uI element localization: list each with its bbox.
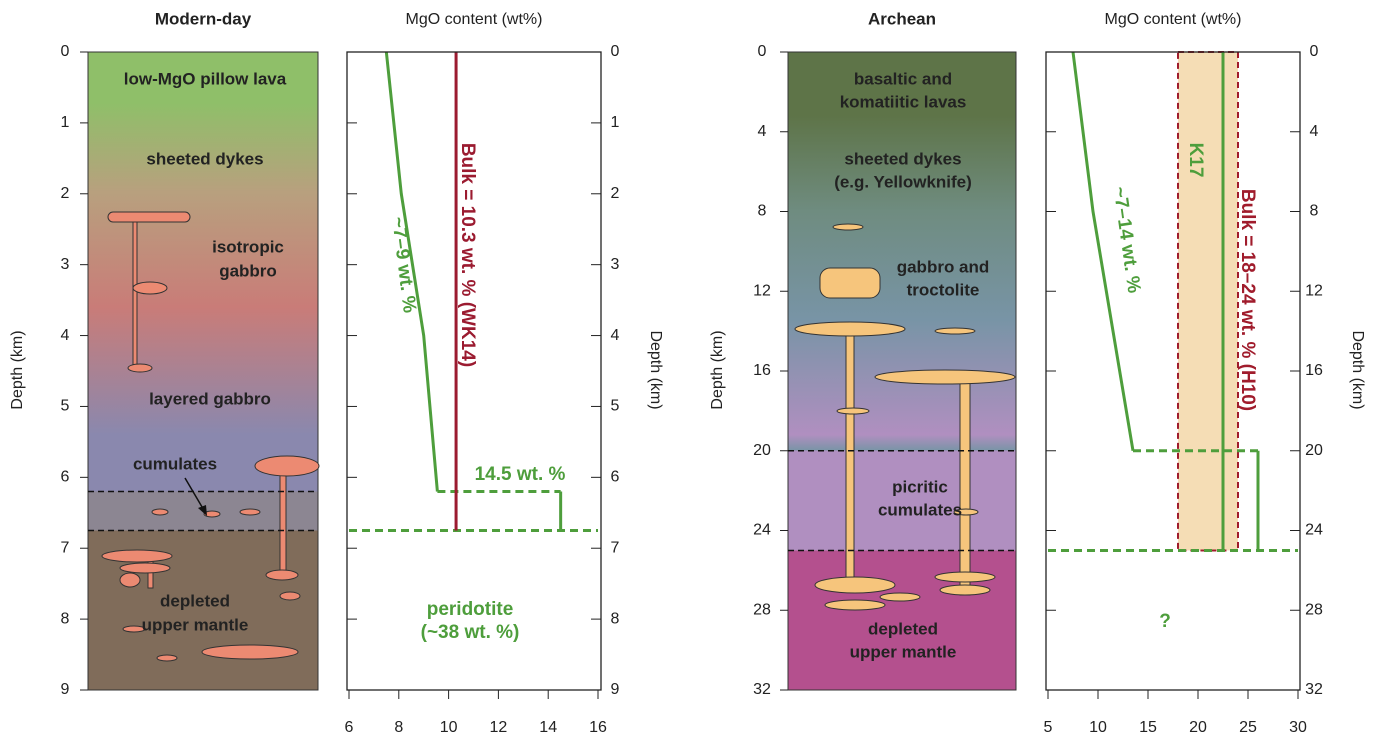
x-tick-label: 14 [539, 719, 557, 736]
x-tick-label: 6 [345, 719, 354, 736]
series-label: 14.5 wt. % [475, 464, 566, 485]
series-label: Bulk = 10.3 wt. % (WK14) [457, 143, 478, 367]
layer-label: gabbro and [897, 257, 990, 276]
y-tick-label: 5 [61, 398, 70, 415]
layer-label: picritic [892, 477, 948, 496]
y-tick-label: 0 [1310, 43, 1319, 60]
y-tick-label: 0 [611, 43, 620, 60]
annotation: peridotite [427, 599, 514, 620]
y-tick-label: 12 [1305, 282, 1323, 299]
layer-label: upper mantle [142, 615, 249, 634]
y-tick-label: 28 [1305, 601, 1323, 618]
y-tick-label: 4 [1310, 123, 1319, 140]
y-tick-label: 8 [61, 610, 70, 627]
x-tick-label: 20 [1189, 719, 1207, 736]
y-tick-label: 4 [758, 123, 767, 140]
column-title: Modern-day [155, 9, 252, 28]
y-tick-label: 24 [1305, 522, 1323, 539]
layer-label: gabbro [219, 261, 277, 280]
y-tick-label: 28 [753, 601, 771, 618]
y-tick-label: 32 [1305, 681, 1323, 698]
y-tick-label: 0 [61, 43, 70, 60]
y-tick-label: 3 [611, 256, 620, 273]
layer-label: komatiitic lavas [840, 92, 967, 111]
layer-label: basaltic and [854, 69, 952, 88]
series-label: K17 [1185, 143, 1206, 178]
y-tick-label: 16 [1305, 362, 1323, 379]
layer-label: sheeted dykes [146, 149, 263, 168]
y-tick-label: 2 [611, 185, 620, 202]
layer-label: isotropic [212, 237, 284, 256]
column-title: Archean [868, 9, 936, 28]
band-label: Bulk = 18–24 wt. % (H10) [1237, 189, 1258, 411]
figure: low-MgO pillow lava sheeted dykes isotropi… [0, 0, 1377, 739]
y-tick-label: 20 [753, 442, 771, 459]
series-label: ~7–9 wt. % [387, 216, 420, 315]
y-tick-label: 20 [1305, 442, 1323, 459]
y-tick-label: 0 [758, 43, 767, 60]
y-axis-label: Depth (km) [9, 330, 26, 409]
layer-label: sheeted dykes [844, 149, 961, 168]
x-tick-label: 8 [394, 719, 403, 736]
annotation: ? [1159, 611, 1171, 632]
y-axis-label: Depth (km) [647, 330, 664, 409]
layer-label: cumulates [133, 454, 217, 473]
y-tick-label: 5 [611, 398, 620, 415]
y-tick-label: 7 [61, 539, 70, 556]
y-tick-label: 4 [61, 327, 70, 344]
y-tick-label: 2 [61, 185, 70, 202]
chart-title: MgO content (wt%) [406, 11, 543, 28]
annotation: (~38 wt. %) [421, 622, 520, 643]
y-tick-label: 7 [611, 539, 620, 556]
x-tick-label: 16 [589, 719, 607, 736]
range-band [1178, 52, 1238, 550]
x-tick-label: 10 [440, 719, 458, 736]
x-tick-label: 5 [1044, 719, 1053, 736]
x-tick-label: 30 [1289, 719, 1307, 736]
x-tick-label: 15 [1139, 719, 1157, 736]
chart-title: MgO content (wt%) [1105, 11, 1242, 28]
y-axis-label: Depth (km) [709, 330, 726, 409]
x-tick-label: 12 [490, 719, 508, 736]
y-tick-label: 3 [61, 256, 70, 273]
x-tick-label: 25 [1239, 719, 1257, 736]
y-tick-label: 6 [61, 469, 70, 486]
y-axis-label: Depth (km) [1349, 330, 1366, 409]
series-label: ~7–14 wt. % [1109, 185, 1145, 294]
y-tick-label: 24 [753, 522, 771, 539]
y-tick-label: 1 [61, 114, 70, 131]
layer-label: depleted [868, 619, 938, 638]
y-tick-label: 9 [61, 681, 70, 698]
layer-label: (e.g. Yellowknife) [834, 172, 972, 191]
layer-label: low-MgO pillow lava [124, 69, 287, 88]
y-tick-label: 8 [758, 203, 767, 220]
layer-label: upper mantle [850, 642, 957, 661]
y-tick-label: 12 [753, 282, 771, 299]
y-tick-label: 16 [753, 362, 771, 379]
y-tick-label: 32 [753, 681, 771, 698]
x-tick-label: 10 [1089, 719, 1107, 736]
layer-label: depleted [160, 591, 230, 610]
y-tick-label: 1 [611, 114, 620, 131]
y-tick-label: 8 [611, 610, 620, 627]
y-tick-label: 8 [1310, 203, 1319, 220]
y-tick-label: 9 [611, 681, 620, 698]
layer-label: layered gabbro [149, 389, 271, 408]
layer-label: troctolite [907, 280, 980, 299]
y-tick-label: 6 [611, 469, 620, 486]
y-tick-label: 4 [611, 327, 620, 344]
layer-label: cumulates [878, 500, 962, 519]
